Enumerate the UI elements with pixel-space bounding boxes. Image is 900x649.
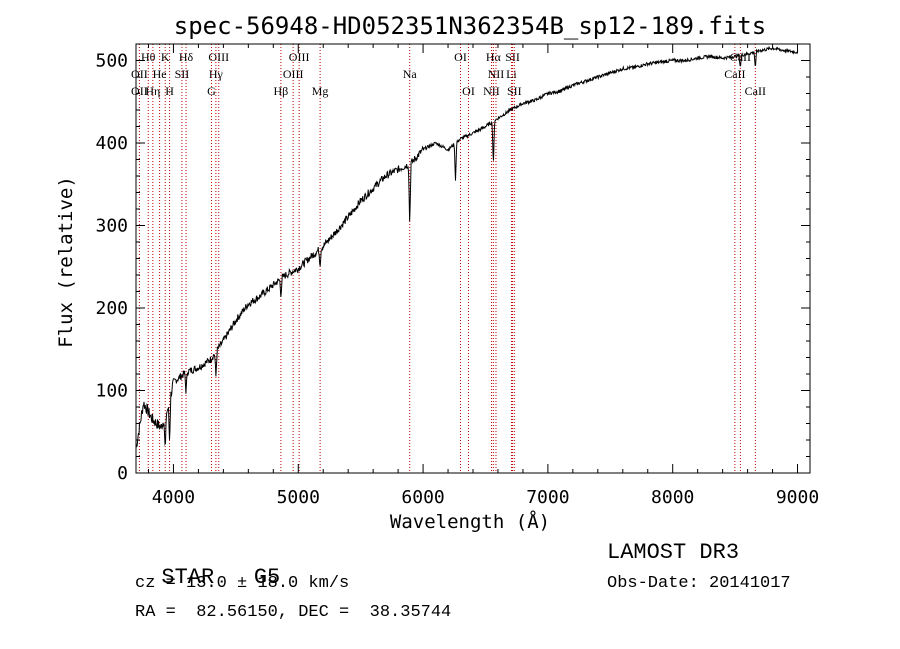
line-marker-label: OIII <box>208 50 229 64</box>
line-marker-label: OII <box>131 84 148 98</box>
line-marker-label: Hα <box>486 50 502 64</box>
line-marker-label: Hη <box>145 84 160 98</box>
survey-name: LAMOST DR3 <box>607 540 740 565</box>
y-tick-label: 400 <box>95 133 128 154</box>
x-tick-label: 9000 <box>776 487 819 508</box>
line-marker-label: OI <box>454 50 467 64</box>
axes-group: 4000 5000 6000 7000 8000 9000 0 100 200 300 400 500 <box>95 43 819 508</box>
line-marker-label: OI <box>462 84 475 98</box>
y-tick-label: 200 <box>95 298 128 319</box>
line-marker-label: Hθ <box>141 50 156 64</box>
line-marker-label: CaII <box>745 84 766 98</box>
chart-title: spec-56948-HD052351N362354B_sp12-189.fit… <box>174 12 766 40</box>
x-tick-label: 5000 <box>277 487 320 508</box>
y-tick-label: 100 <box>95 381 128 402</box>
line-marker-label: NII <box>483 84 500 98</box>
line-marker-label: H <box>165 84 174 98</box>
line-marker-label: Hδ <box>179 50 194 64</box>
x-tick-label: 4000 <box>152 487 195 508</box>
line-marker-label: SII <box>507 84 522 98</box>
line-marker-label: OIII <box>289 50 310 64</box>
line-marker-label: He <box>153 67 167 81</box>
line-marker-label: OII <box>131 67 148 81</box>
line-marker-label: SII <box>175 67 190 81</box>
line-marker-label: Hγ <box>209 67 224 81</box>
y-axis-label: Flux (relative) <box>55 176 77 348</box>
redshift-value: cz = 13.0 ± 18.0 km/s <box>135 574 350 593</box>
line-marker-label: K <box>161 50 170 64</box>
y-tick-label: 500 <box>95 51 128 72</box>
line-marker-label: Na <box>403 67 418 81</box>
line-marker-label: SII <box>505 50 520 64</box>
spectrum-line <box>135 45 798 449</box>
x-tick-label: 7000 <box>526 487 569 508</box>
object-class: STAR <box>161 565 215 590</box>
y-tick-label: 0 <box>117 463 128 484</box>
plot-frame <box>135 43 811 474</box>
line-marker-label: NII <box>488 67 505 81</box>
line-marker-label: CaII <box>724 67 745 81</box>
line-marker-label: G <box>207 84 216 98</box>
x-tick-label: 6000 <box>401 487 444 508</box>
observation-date: Obs-Date: 20141017 <box>607 574 791 593</box>
y-tick-label: 300 <box>95 216 128 237</box>
x-axis-label: Wavelength (Å) <box>390 510 550 533</box>
x-tick-label: 8000 <box>651 487 694 508</box>
line-marker-label: Li <box>506 67 517 81</box>
sky-coordinates: RA = 82.56150, DEC = 38.35744 <box>135 603 452 622</box>
spectrum-group <box>135 45 798 449</box>
line-marker-label: Mg <box>312 84 329 98</box>
spectral-subclass: G5 <box>253 565 281 590</box>
line-marker-label: Hβ <box>274 84 289 98</box>
line-marker-label: OIII <box>283 67 304 81</box>
